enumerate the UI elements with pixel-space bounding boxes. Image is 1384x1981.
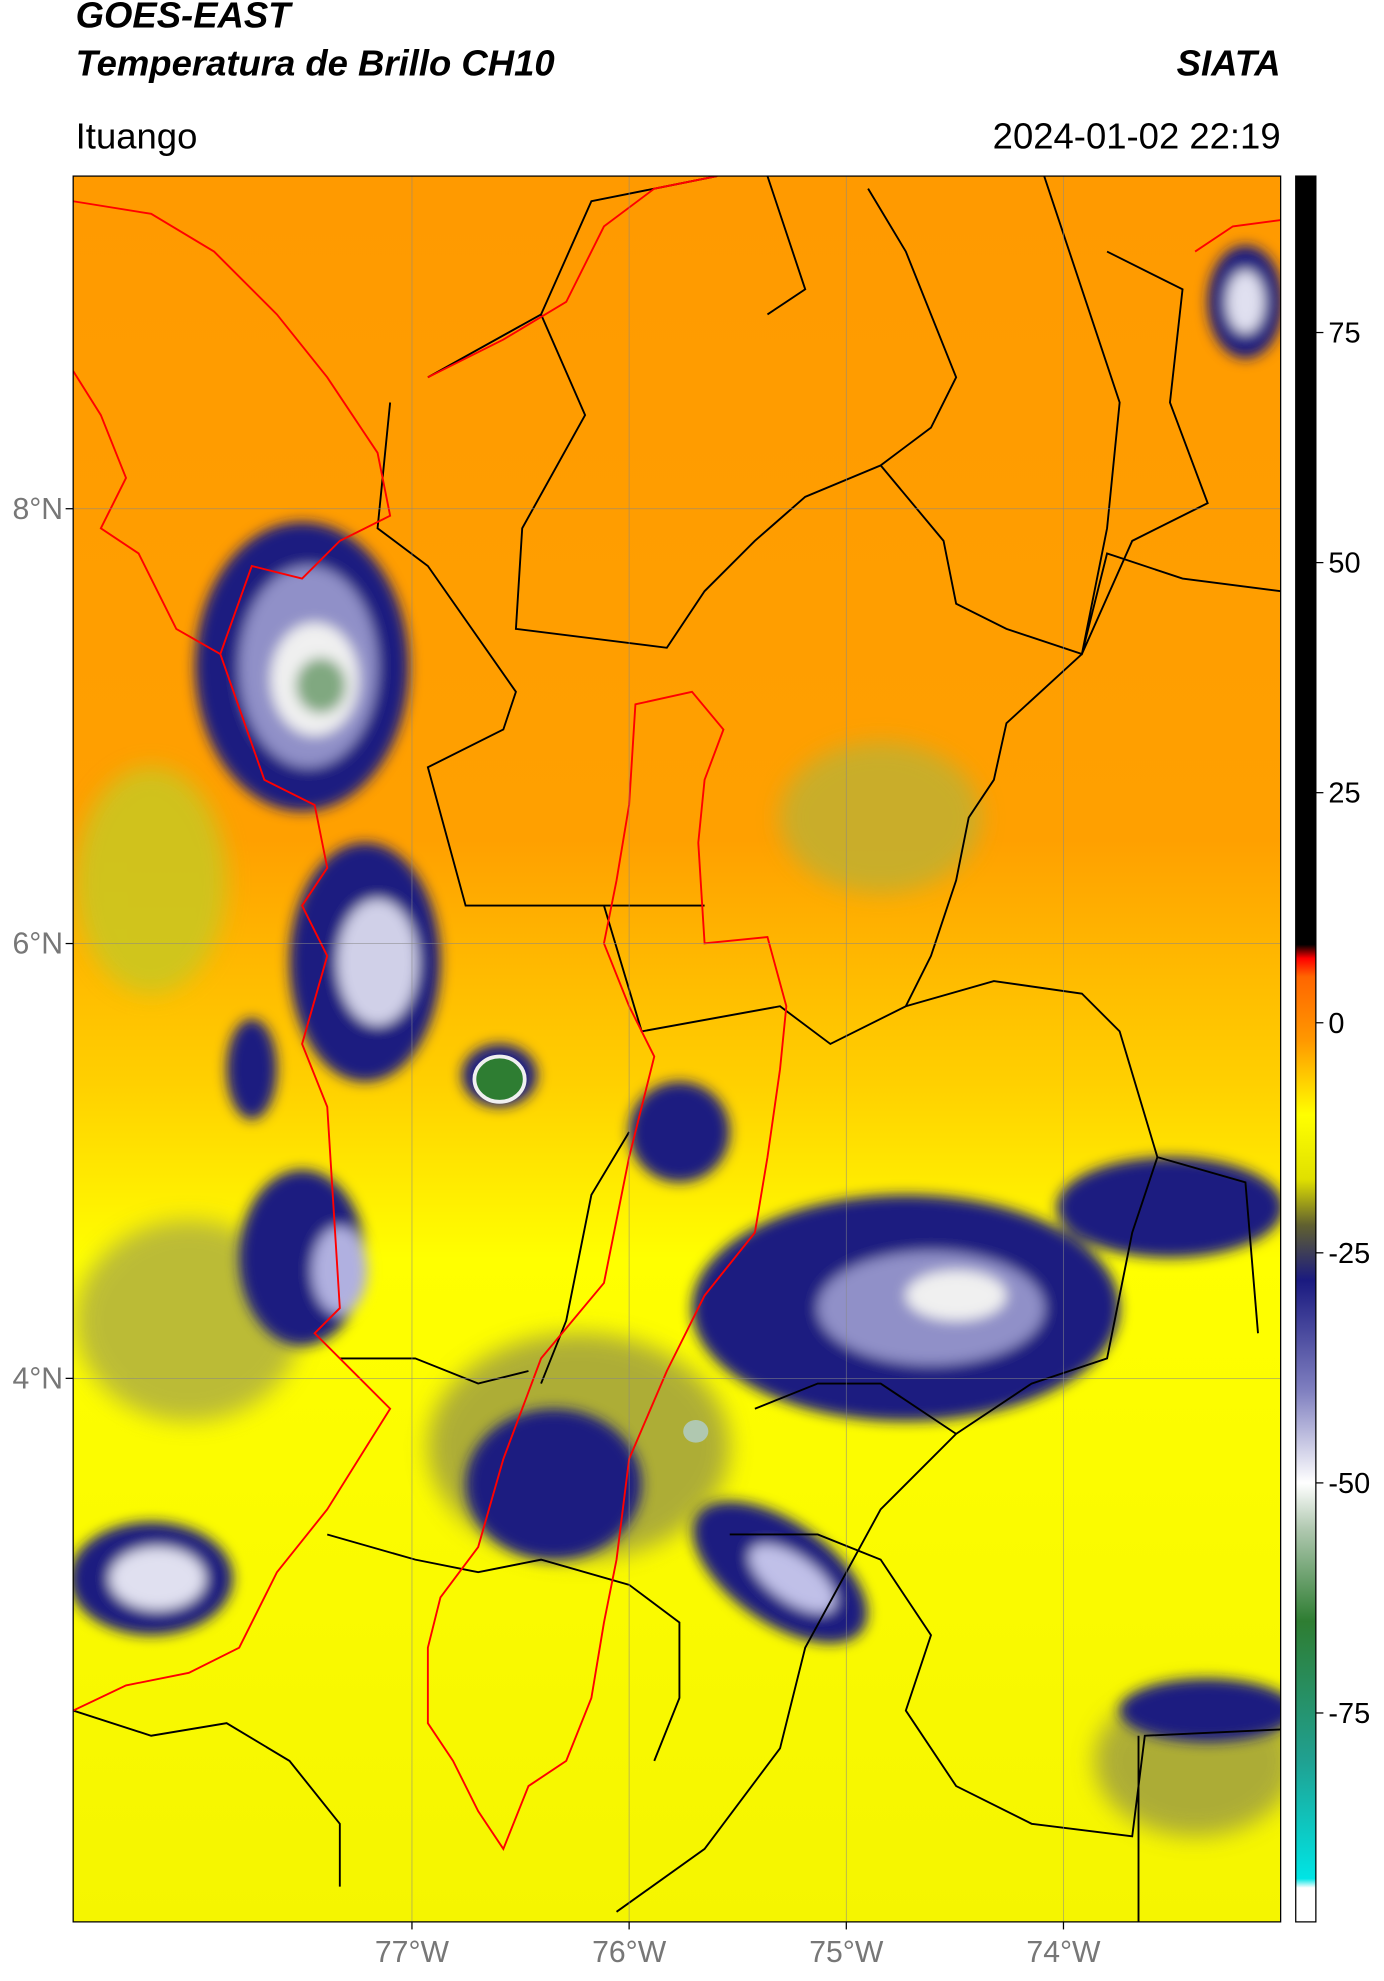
colorbar-tick-label: 0 (1328, 1008, 1344, 1040)
colorbar-tick-label: -25 (1328, 1238, 1370, 1270)
x-tick-label: 74°W (1026, 1936, 1101, 1969)
subtitle: Temperatura de Brillo CH10 (76, 42, 555, 83)
title: GOES-EAST (76, 0, 294, 36)
colorbar-tick-label: -50 (1328, 1468, 1370, 1500)
source: SIATA (1177, 42, 1281, 83)
y-tick-label: 8°N (12, 493, 63, 526)
colorbar-tick-label: 75 (1328, 318, 1360, 350)
colorbar-tick-label: 25 (1328, 778, 1360, 810)
colorbar-tick-label: 50 (1328, 548, 1360, 580)
grid (73, 176, 1281, 1922)
map-frame (72, 175, 1282, 1923)
map-image (73, 176, 1281, 1922)
y-tick-label: 6°N (12, 928, 63, 961)
location: Ituango (76, 115, 198, 156)
datetime: 2024-01-02 22:19 (993, 115, 1281, 156)
y-tick-label: 4°N (12, 1362, 63, 1395)
colorbar-tick-label: -75 (1328, 1698, 1370, 1730)
x-tick-label: 77°W (375, 1936, 450, 1969)
x-tick-label: 76°W (592, 1936, 667, 1969)
x-tick-label: 75°W (809, 1936, 884, 1969)
colorbar (1295, 175, 1317, 1923)
